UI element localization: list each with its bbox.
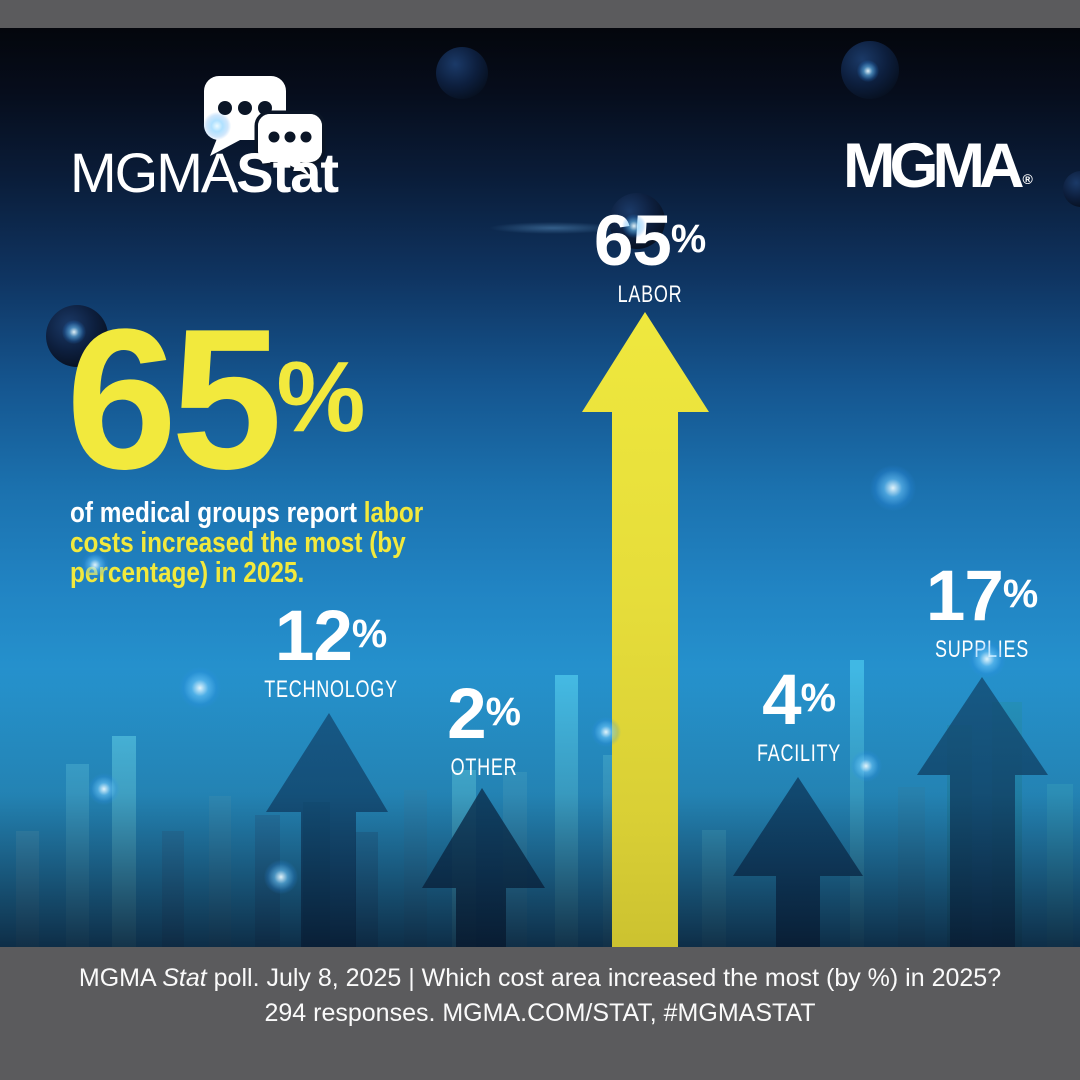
footer-text: MGMA Stat poll. July 8, 2025 | Which cos… — [0, 961, 1080, 1031]
callout-value: 12% — [274, 597, 388, 676]
headline-value: 65 — [66, 288, 282, 511]
callout-label: LABOR — [617, 281, 683, 308]
footer-line1: MGMA Stat poll. July 8, 2025 | Which cos… — [78, 964, 1002, 992]
artwork-background: MGMAStat MGMA ® 65% of medical groups rep… — [0, 28, 1080, 947]
light-glint — [850, 750, 882, 782]
light-glint — [857, 60, 879, 82]
callout-label: FACILITY — [756, 740, 842, 767]
light-glint — [203, 112, 231, 140]
mgma-corner-logo: MGMA ® — [843, 131, 1033, 201]
light-glint — [81, 551, 109, 579]
callout-value: 65% — [593, 202, 707, 281]
light-glint — [968, 640, 1006, 678]
sphere-decoration — [1063, 171, 1080, 207]
lens-flare — [468, 220, 638, 236]
callout-value: 2% — [447, 675, 521, 754]
headline-description: of medical groups report labor costs inc… — [70, 497, 424, 589]
callout-technology: 12% TECHNOLOGY — [221, 601, 441, 704]
labor-arrow-yellow — [582, 312, 709, 947]
light-glint — [179, 667, 221, 709]
light-glint — [622, 214, 646, 238]
callout-label: OTHER — [450, 754, 518, 781]
light-glint — [88, 773, 120, 805]
headline-percent: % — [276, 341, 365, 453]
stat-logo-stat: Stat — [236, 141, 339, 204]
headline-stat: 65% — [66, 300, 365, 500]
callout-label: TECHNOLOGY — [264, 676, 398, 703]
light-glint — [591, 717, 621, 747]
footer-band: MGMA Stat poll. July 8, 2025 | Which cos… — [0, 947, 1080, 1080]
callout-facility: 4% FACILITY — [707, 665, 891, 768]
mgma-stat-logo: MGMAStat — [70, 145, 339, 201]
stat-logo-mgma: MGMA — [70, 141, 238, 204]
light-glint — [264, 860, 298, 894]
footer-line2: 294 responses. MGMA.COM/STAT, #MGMASTAT — [264, 999, 816, 1027]
bottom-shade — [0, 668, 1080, 947]
sphere-decoration — [436, 47, 488, 99]
light-glint — [870, 465, 916, 511]
callout-labor: 65% LABOR — [550, 206, 750, 309]
callout-value: 4% — [762, 661, 836, 740]
callout-value: 17% — [925, 557, 1039, 636]
registered-mark: ® — [1022, 171, 1033, 187]
light-glint — [62, 320, 86, 344]
callout-supplies: 17% SUPPLIES — [885, 561, 1079, 664]
arrows-and-bars-graphic — [0, 312, 1080, 947]
callout-other: 2% OTHER — [394, 679, 574, 782]
